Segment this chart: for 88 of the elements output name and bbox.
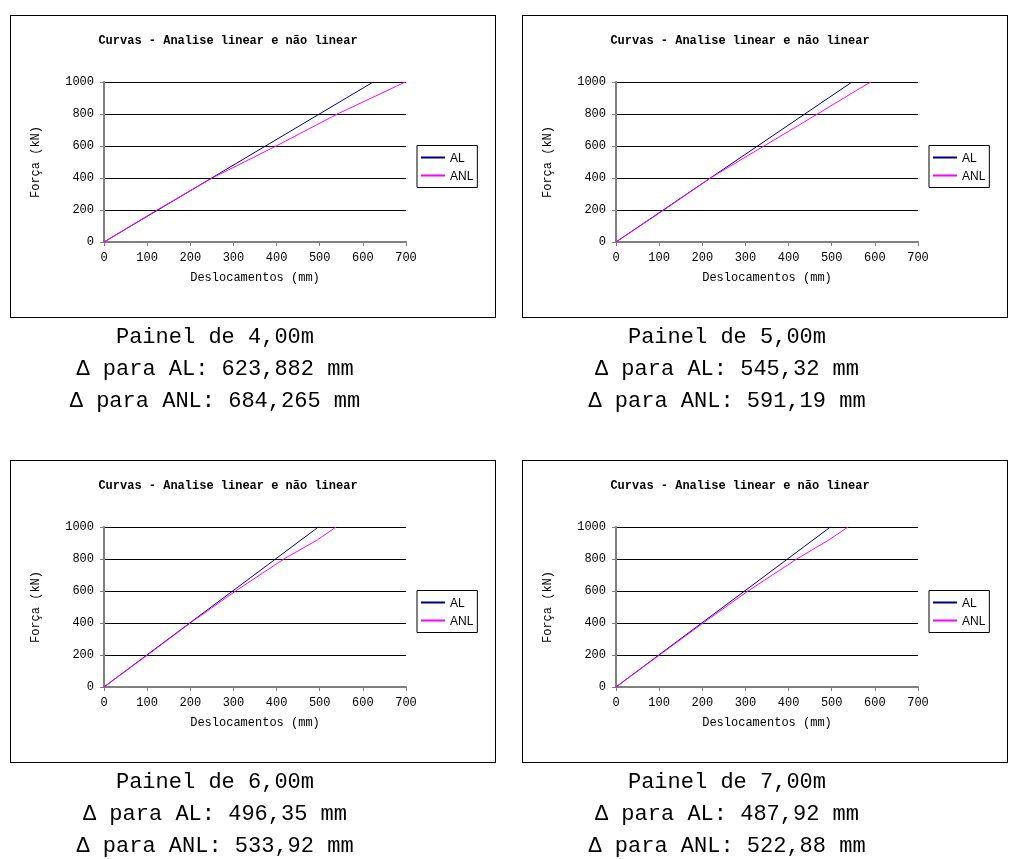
x-tick-label: 300: [222, 696, 245, 710]
y-axis-title: Força (kN): [541, 125, 555, 199]
x-axis-title: Deslocamentos (mm): [190, 716, 320, 730]
chart-title: Curvas - Analise linear e não linear: [98, 34, 358, 48]
legend-label: AL: [450, 150, 465, 165]
y-tick-label: 1000: [65, 520, 94, 534]
text: Δ para ANL: 591,19 mm: [587, 388, 867, 416]
y-tick-label: 0: [598, 680, 606, 694]
x-tick-label: 700: [907, 696, 929, 710]
x-tick-label: 400: [777, 696, 800, 710]
text: Δ para AL: 487,92 mm: [593, 801, 860, 829]
x-axis-title: Deslocamentos (mm): [190, 271, 320, 285]
text: Painel de 6,00m: [114, 769, 315, 797]
chart-title: Curvas - Analise linear e não linear: [610, 34, 870, 48]
x-tick-label: 100: [648, 251, 670, 265]
legend-label: ANL: [450, 168, 474, 183]
x-tick-label: 700: [907, 251, 929, 265]
y-tick-label: 800: [584, 552, 606, 566]
text: Δ para ANL: 522,88 mm: [587, 833, 867, 859]
x-tick-label: 600: [352, 251, 374, 265]
x-tick-label: 0: [100, 251, 108, 265]
x-tick-label: 500: [820, 696, 843, 710]
x-tick-label: 700: [395, 696, 417, 710]
y-tick-label: 400: [584, 616, 606, 630]
x-tick-label: 400: [777, 251, 800, 265]
x-tick-label: 200: [179, 251, 202, 265]
x-tick-label: 600: [864, 251, 886, 265]
x-tick-label: 600: [352, 696, 374, 710]
x-tick-label: 0: [612, 251, 620, 265]
y-tick-label: 200: [584, 648, 606, 662]
y-tick-label: 200: [584, 203, 606, 217]
x-tick-label: 200: [179, 696, 202, 710]
x-tick-label: 100: [136, 696, 158, 710]
y-tick-label: 200: [72, 648, 94, 662]
y-tick-label: 400: [584, 171, 606, 185]
x-tick-label: 500: [820, 251, 843, 265]
text: Δ para AL: 545,32 mm: [593, 356, 860, 384]
chart-title: Curvas - Analise linear e não linear: [610, 479, 870, 493]
x-tick-label: 0: [612, 696, 620, 710]
y-tick-label: 800: [72, 107, 94, 121]
y-tick-label: 400: [72, 616, 94, 630]
x-tick-label: 300: [734, 696, 757, 710]
x-tick-label: 500: [308, 696, 331, 710]
x-tick-label: 200: [691, 251, 714, 265]
y-tick-label: 1000: [577, 75, 606, 89]
legend-label: AL: [962, 150, 977, 165]
legend-label: AL: [450, 595, 465, 610]
x-axis-title: Deslocamentos (mm): [702, 716, 832, 730]
y-axis-title: Força (kN): [541, 570, 555, 644]
x-tick-label: 300: [222, 251, 245, 265]
text: Δ para ANL: 533,92 mm: [75, 833, 355, 859]
y-tick-label: 0: [598, 235, 606, 249]
y-tick-label: 400: [72, 171, 94, 185]
y-axis-title: Força (kN): [29, 570, 43, 644]
x-axis-title: Deslocamentos (mm): [702, 271, 832, 285]
x-tick-label: 100: [648, 696, 670, 710]
x-tick-label: 400: [265, 251, 288, 265]
y-tick-label: 1000: [577, 520, 606, 534]
legend-label: ANL: [450, 613, 474, 628]
y-tick-label: 600: [584, 584, 606, 598]
text: Painel de 7,00m: [626, 769, 827, 797]
text: Δ para AL: 496,35 mm: [81, 801, 348, 829]
x-tick-label: 700: [395, 251, 417, 265]
x-tick-label: 200: [691, 696, 714, 710]
y-tick-label: 0: [86, 235, 94, 249]
y-tick-label: 600: [584, 139, 606, 153]
x-tick-label: 0: [100, 696, 108, 710]
y-tick-label: 800: [584, 107, 606, 121]
x-tick-label: 300: [734, 251, 757, 265]
chart-title: Curvas - Analise linear e não linear: [98, 479, 358, 493]
text: Δ para AL: 623,882 mm: [75, 356, 355, 384]
legend-label: ANL: [962, 613, 986, 628]
y-axis-title: Força (kN): [29, 125, 43, 199]
y-tick-label: 800: [72, 552, 94, 566]
y-tick-label: 0: [86, 680, 94, 694]
x-tick-label: 600: [864, 696, 886, 710]
y-tick-label: 200: [72, 203, 94, 217]
x-tick-label: 500: [308, 251, 331, 265]
y-tick-label: 600: [72, 139, 94, 153]
text: Δ para ANL: 684,265 mm: [68, 388, 362, 416]
text: Painel de 4,00m: [114, 324, 315, 352]
x-tick-label: 100: [136, 251, 158, 265]
text: Painel de 5,00m: [626, 324, 827, 352]
legend-label: AL: [962, 595, 977, 610]
legend-label: ANL: [962, 168, 986, 183]
y-tick-label: 600: [72, 584, 94, 598]
y-tick-label: 1000: [65, 75, 94, 89]
x-tick-label: 400: [265, 696, 288, 710]
